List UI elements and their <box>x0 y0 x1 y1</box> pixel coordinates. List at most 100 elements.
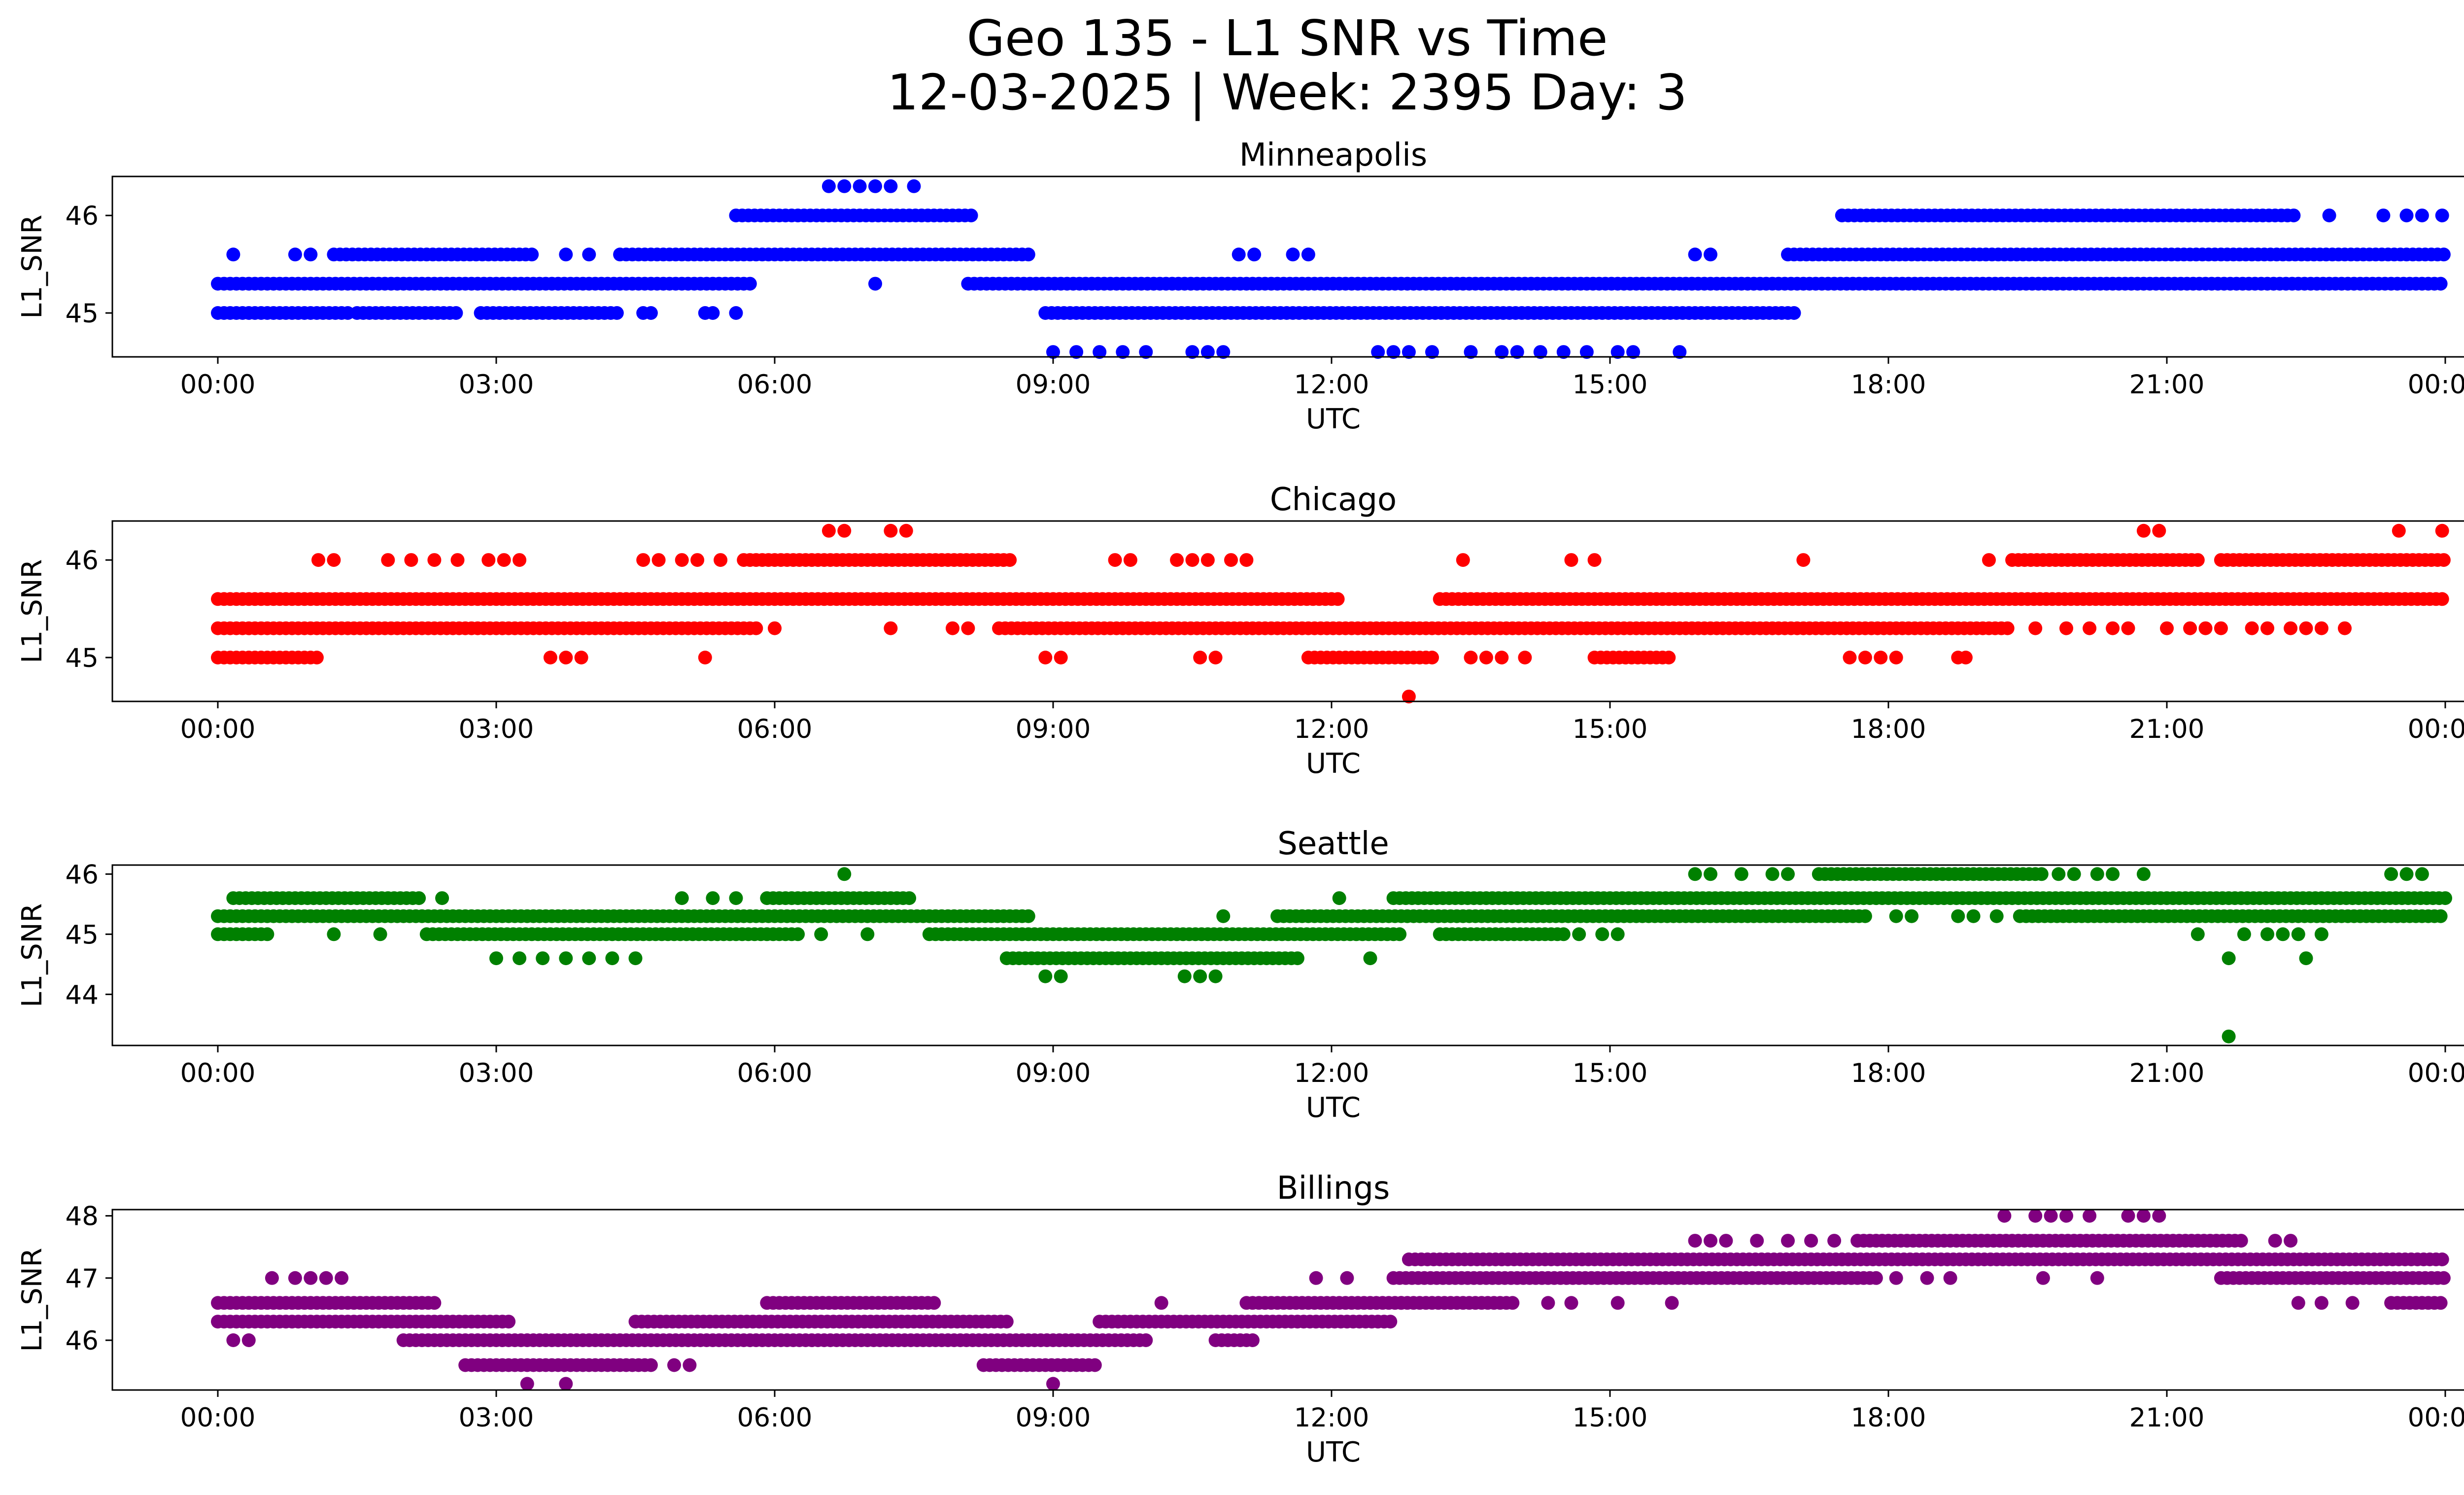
data-point <box>1506 1296 1520 1310</box>
data-point <box>768 621 782 635</box>
data-point <box>1185 553 1199 567</box>
subplot-title: Seattle <box>1277 826 1389 862</box>
x-tick-label: 15:00 <box>1573 370 1648 400</box>
data-point <box>1869 1271 1883 1285</box>
data-point <box>1046 345 1060 359</box>
data-point <box>1765 867 1780 881</box>
data-point <box>2345 1296 2360 1310</box>
data-point <box>749 621 763 635</box>
subplot-title: Minneapolis <box>1239 137 1427 174</box>
data-point <box>2034 867 2049 881</box>
figure-title-line-1: Geo 135 - L1 SNR vs Time <box>967 9 1608 67</box>
data-point <box>1393 927 1407 941</box>
data-point <box>1425 345 1439 359</box>
data-point <box>683 1358 697 1372</box>
data-point <box>1626 345 1641 359</box>
data-point <box>2136 867 2151 881</box>
data-point <box>2384 867 2398 881</box>
axes-frame <box>111 1209 2464 1391</box>
data-point <box>1247 247 1262 262</box>
data-point <box>1139 1333 1153 1347</box>
data-point <box>582 951 596 966</box>
data-point <box>1200 553 1215 567</box>
data-point <box>2276 927 2290 941</box>
data-point <box>2433 277 2448 291</box>
y-tick-label: 46 <box>66 860 99 890</box>
x-tick-label: 12:00 <box>1294 1058 1369 1088</box>
data-point <box>2121 621 2135 635</box>
data-point <box>1889 909 1903 923</box>
data-point <box>1340 1271 1354 1285</box>
data-point <box>1556 345 1571 359</box>
data-point <box>1982 553 1996 567</box>
x-tick-label: 06:00 <box>737 370 813 400</box>
data-point <box>1719 1234 1733 1248</box>
data-point <box>821 179 836 193</box>
data-point <box>2435 1252 2449 1266</box>
data-point <box>2314 927 2328 941</box>
data-series <box>211 867 2452 1043</box>
data-point <box>2415 867 2429 881</box>
data-point <box>260 927 274 941</box>
data-point <box>513 553 527 567</box>
data-point <box>427 553 442 567</box>
data-point <box>714 553 728 567</box>
data-point <box>559 651 573 664</box>
y-tick-label: 46 <box>66 1326 99 1356</box>
data-point <box>884 179 898 193</box>
x-axis-label: UTC <box>1306 403 1361 435</box>
data-point <box>946 621 959 635</box>
data-point <box>2287 209 2301 223</box>
data-point <box>743 277 757 291</box>
data-point <box>2136 1209 2151 1223</box>
data-series <box>211 1209 2451 1391</box>
x-tick-label: 15:00 <box>1573 714 1648 744</box>
data-point <box>2314 621 2328 635</box>
data-point <box>288 247 302 262</box>
x-tick-label: 03:00 <box>459 1058 534 1088</box>
data-point <box>304 247 318 262</box>
data-point <box>1479 651 1493 664</box>
data-point <box>2183 621 2197 635</box>
data-point <box>2399 209 2414 223</box>
data-point <box>860 927 875 941</box>
data-series <box>211 523 2451 704</box>
axes-frame <box>111 520 2464 702</box>
x-tick-label: 00:00 <box>180 1058 256 1088</box>
data-point <box>1425 651 1439 664</box>
data-point <box>675 553 689 567</box>
y-axis-label: L1_SNR <box>16 214 48 318</box>
data-point <box>1595 927 1609 941</box>
data-point <box>2245 621 2259 635</box>
data-point <box>450 553 465 567</box>
data-point <box>821 523 836 538</box>
data-point <box>1662 651 1676 664</box>
y-axis-label: L1_SNR <box>16 559 48 663</box>
data-point <box>2338 621 2352 635</box>
data-point <box>1704 247 1717 262</box>
data-point <box>1301 247 1315 262</box>
data-point <box>1232 247 1246 262</box>
data-point <box>241 1333 256 1347</box>
data-point <box>2433 909 2448 923</box>
x-tick-label: 00:00 <box>2408 370 2464 400</box>
data-point <box>2152 523 2166 538</box>
data-point <box>1610 345 1625 359</box>
y-tick-label: 46 <box>66 546 99 576</box>
x-tick-label: 21:00 <box>2129 1058 2205 1088</box>
x-axis-label: UTC <box>1306 1092 1361 1124</box>
data-point <box>2198 621 2213 635</box>
data-point <box>1386 345 1401 359</box>
data-point <box>1170 553 1184 567</box>
data-point <box>1572 927 1586 941</box>
data-point <box>2036 1271 2050 1285</box>
data-point <box>1905 909 1919 923</box>
data-point <box>1874 651 1888 664</box>
y-tick-label: 45 <box>66 643 99 673</box>
data-point <box>226 1333 240 1347</box>
x-tick-label: 03:00 <box>459 370 534 400</box>
x-tick-label: 21:00 <box>2129 370 2205 400</box>
axes-frame <box>111 175 2464 358</box>
data-point <box>1331 592 1345 606</box>
data-point <box>1224 553 1238 567</box>
